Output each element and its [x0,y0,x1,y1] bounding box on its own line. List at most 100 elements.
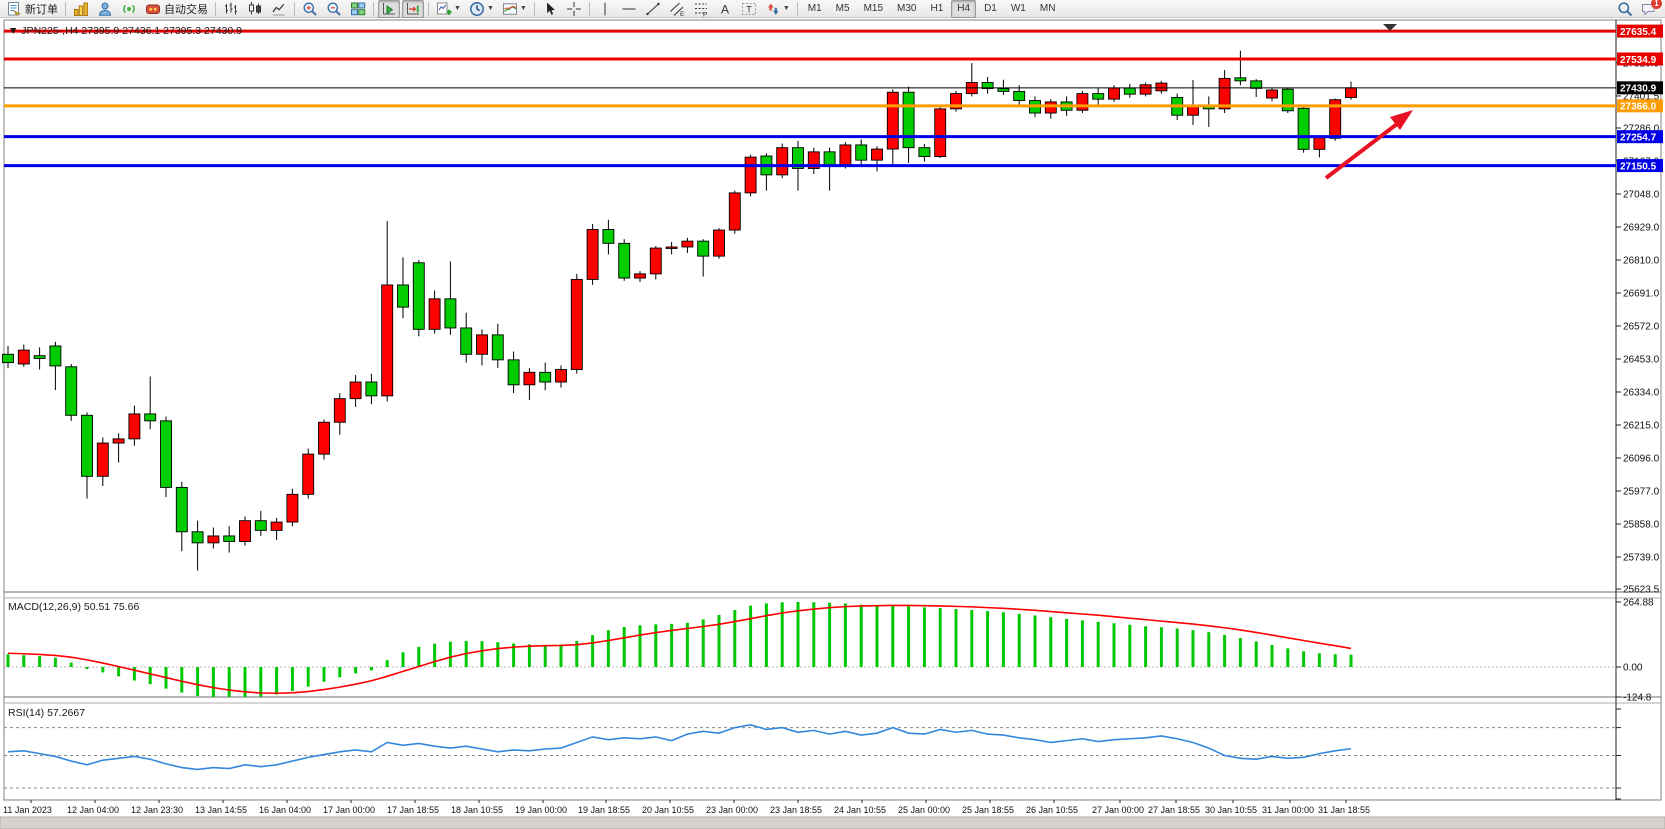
rsi-indicator [4,723,1616,789]
arrows-button[interactable]: ▼ [762,0,793,18]
candle-up [634,273,646,279]
auto-scroll-button[interactable] [378,0,400,18]
tf-h4-button[interactable]: H4 [951,0,977,18]
profile-button[interactable] [94,0,116,18]
chart-window: ▼ JPN225-,H4 27395.9 27436.1 27395.3 274… [0,18,1665,829]
charts-gold-icon [73,1,89,17]
price-tick-label: 26096.0 [1623,454,1660,465]
chat-icon: 1 [1641,0,1662,17]
channel-icon: E [669,1,685,17]
add-indicator-button[interactable]: ▼ [433,0,464,18]
tf-m30-button[interactable]: M30 [891,0,922,18]
price-badge-label: 27150.5 [1620,161,1657,172]
bar-chart-icon [223,1,239,17]
signals-button[interactable] [118,0,140,18]
charts-button[interactable] [70,0,92,18]
line-chart-button[interactable] [268,0,290,18]
tf-d1-button[interactable]: D1 [978,0,1003,18]
candle-up [112,438,125,444]
time-tick-label: 12 Jan 23:30 [131,805,183,815]
tf-h1-button[interactable]: H1 [924,0,949,18]
auto-scroll-icon [381,1,397,17]
candle-up [586,229,599,280]
chart-frame [3,19,1662,801]
new-order-icon [6,1,22,17]
time-tick-label: 19 Jan 18:55 [578,805,630,815]
candle-down [618,242,631,279]
price-level-badge [1617,159,1663,173]
price-tick-label: 27401.5 [1623,91,1660,102]
price-badge-label: 27534.9 [1620,55,1657,66]
candle-up [934,108,947,158]
candles [2,50,1357,571]
text-button[interactable]: A [714,0,736,18]
tf-m15-button[interactable]: M15 [858,0,889,18]
price-axis[interactable]: 27520.927401.527286.027167.027048.026929… [1616,24,1663,800]
tf-w1-button[interactable]: W1 [1005,0,1032,18]
candle-up [1345,87,1357,98]
price-badge-label: 27254.7 [1620,132,1657,143]
tf-m1-button[interactable]: M1 [802,0,828,18]
candle-down [460,327,473,355]
price-tick-label: 25977.0 [1623,487,1660,498]
candlestick-button[interactable] [244,0,266,18]
toolbar-separator [428,1,429,16]
time-axis[interactable]: 11 Jan 2023 12 Jan 04:00 12 Jan 23:30 13 Ja… [3,800,1370,815]
price-tick-label: 26215.0 [1623,421,1660,432]
fibo-button[interactable]: F [690,0,712,18]
trendline-button[interactable] [642,0,664,18]
tf-m5-button[interactable]: M5 [830,0,856,18]
candle-up [239,520,251,542]
channel-button[interactable]: E [666,0,688,18]
period-button[interactable]: ▼ [466,0,497,18]
toolbar-separator [215,1,216,16]
candle-up [570,278,583,370]
time-tick-label: 24 Jan 10:55 [834,805,886,815]
candle-up [555,369,567,383]
hline-button[interactable] [618,0,640,18]
chart-shift-button[interactable] [402,0,424,18]
candle-down [397,284,409,308]
time-tick-label: 16 Jan 04:00 [259,805,311,815]
chart-shift-marker[interactable] [1383,24,1397,31]
cursor-button[interactable] [539,0,561,18]
candle-up [207,535,220,544]
bar-chart-button[interactable] [220,0,242,18]
search-button[interactable] [1614,0,1636,18]
trendline-icon [645,1,661,17]
macd-signal-line [7,604,1352,695]
candle-down [254,520,267,531]
arrow-annotation[interactable] [1324,110,1413,180]
time-tick-label: 26 Jan 10:55 [1026,805,1078,815]
zoom-in-button[interactable] [299,0,321,18]
vline-button[interactable] [594,0,616,18]
candle-up [950,93,962,110]
tile-windows-button[interactable] [347,0,369,18]
time-tick-label: 25 Jan 18:55 [962,805,1014,815]
toolbar-separator [533,1,535,16]
current-price-badge [1617,81,1663,95]
notification-badge: 1 [1651,0,1662,9]
price-tick-label: 25623.5 [1623,585,1660,596]
candle-up [286,493,299,523]
new-order-button[interactable]: 新订单 [3,0,61,18]
label-button[interactable]: T [738,0,760,18]
hline-icon [621,1,637,17]
crosshair-button[interactable] [563,0,585,18]
time-tick-label: 31 Jan 00:00 [1262,805,1314,815]
candle-up [1139,84,1152,95]
candle-down [1250,80,1263,89]
tf-mn-button[interactable]: MN [1034,0,1062,18]
notifications-button[interactable]: 1 [1638,0,1662,18]
price-level-badge [1617,24,1663,38]
crosshair-icon [566,1,582,17]
autotrading-button[interactable]: 自动交易 [142,0,211,18]
candle-down [81,414,93,477]
signals-icon [121,1,137,17]
candle-down [792,147,804,169]
zoom-out-button[interactable] [323,0,345,18]
template-button[interactable]: ▼ [499,0,530,18]
candle-down [2,353,14,364]
candle-down [918,147,931,158]
tf-d1-button-label: D1 [984,3,997,14]
